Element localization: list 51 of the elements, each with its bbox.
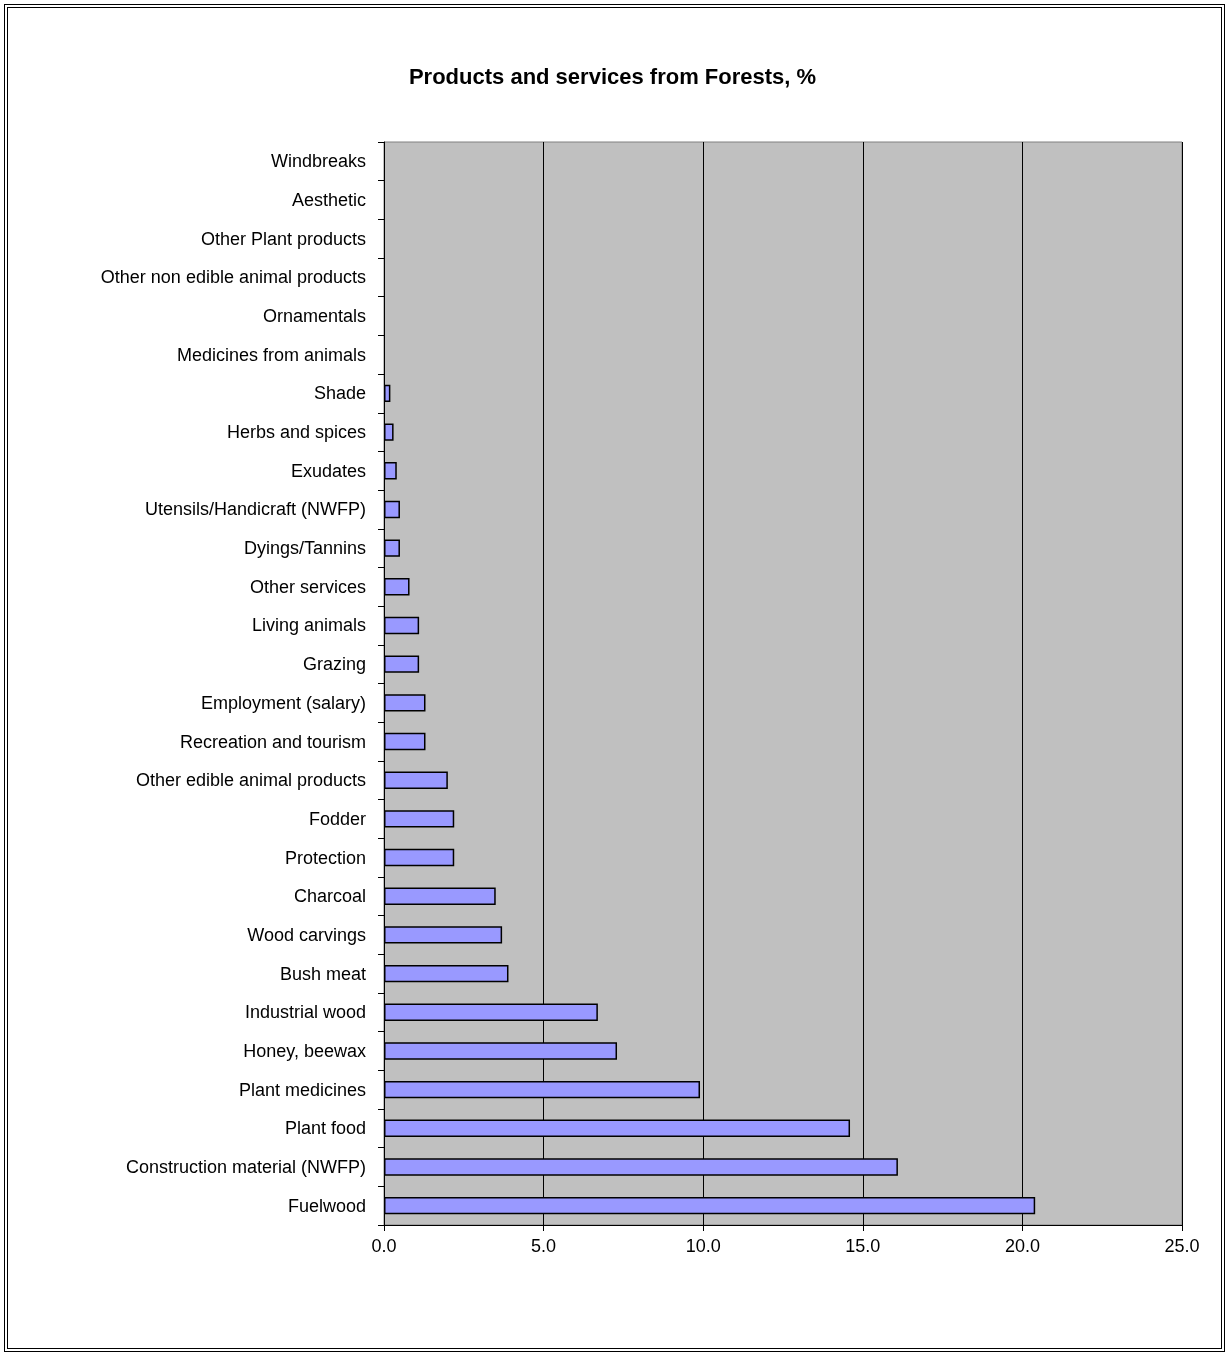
bar <box>384 848 455 867</box>
y-tick-label: Utensils/Handicraft (NWFP) <box>144 499 366 520</box>
bar <box>384 771 448 789</box>
y-tick-label: Industrial wood <box>244 1002 366 1023</box>
bar <box>384 578 410 596</box>
x-tick-label: 25.0 <box>1164 1236 1200 1256</box>
x-tick-label: 20.0 <box>1004 1236 1040 1256</box>
y-tick-label: Protection <box>284 847 366 868</box>
y-tick-label: Other edible animal products <box>135 770 366 791</box>
bar <box>384 964 509 983</box>
y-tick-label: Charcoal <box>293 886 366 907</box>
bar <box>384 423 394 441</box>
y-tick-label: Ornamentals <box>262 306 366 327</box>
bar <box>384 810 455 828</box>
y-tick-label: Plant medicines <box>238 1079 366 1100</box>
y-tick-label: Employment (salary) <box>200 692 366 713</box>
y-tick-label: Plant food <box>284 1118 366 1139</box>
y-tick-label: Bush meat <box>279 963 366 984</box>
y-tick-label: Other services <box>249 576 366 597</box>
y-tick-label: Medicines from animals <box>176 344 366 365</box>
y-tick-label: Dyings/Tannins <box>243 538 366 559</box>
bar <box>384 655 420 673</box>
y-tick-label: Other Plant products <box>200 228 366 249</box>
x-tick-label: 15.0 <box>845 1236 881 1256</box>
bar <box>384 732 426 751</box>
y-tick-label: Fodder <box>308 808 366 829</box>
bar <box>384 500 400 519</box>
y-tick-label: Fuelwood <box>287 1195 366 1216</box>
y-tick-label: Honey, beewax <box>243 1040 366 1061</box>
y-tick-label: Grazing <box>302 654 366 675</box>
y-tick-label: Wood carvings <box>247 924 366 945</box>
y-tick-label: Windbreaks <box>270 151 366 172</box>
y-tick-label: Exudates <box>290 460 366 481</box>
bar <box>384 887 496 905</box>
bar <box>384 926 503 944</box>
bar <box>384 694 426 712</box>
y-tick-label: Construction material (NWFP) <box>125 1156 366 1177</box>
y-tick-label: Shade <box>313 383 366 404</box>
chart-title: Products and services from Forests, % <box>408 63 817 89</box>
bar <box>384 616 420 635</box>
y-tick-label: Herbs and spices <box>226 422 366 443</box>
y-tick-label: Living animals <box>251 615 366 636</box>
bar <box>384 384 391 403</box>
y-tick-label: Other non edible animal products <box>100 267 366 288</box>
y-tick-label: Recreation and tourism <box>179 731 366 752</box>
bar <box>384 539 400 557</box>
x-tick-label: 0.0 <box>371 1236 397 1256</box>
y-tick-label: Aesthetic <box>291 190 366 211</box>
x-tick-label: 5.0 <box>531 1236 557 1256</box>
bar <box>384 462 397 480</box>
x-tick-label: 10.0 <box>685 1236 721 1256</box>
